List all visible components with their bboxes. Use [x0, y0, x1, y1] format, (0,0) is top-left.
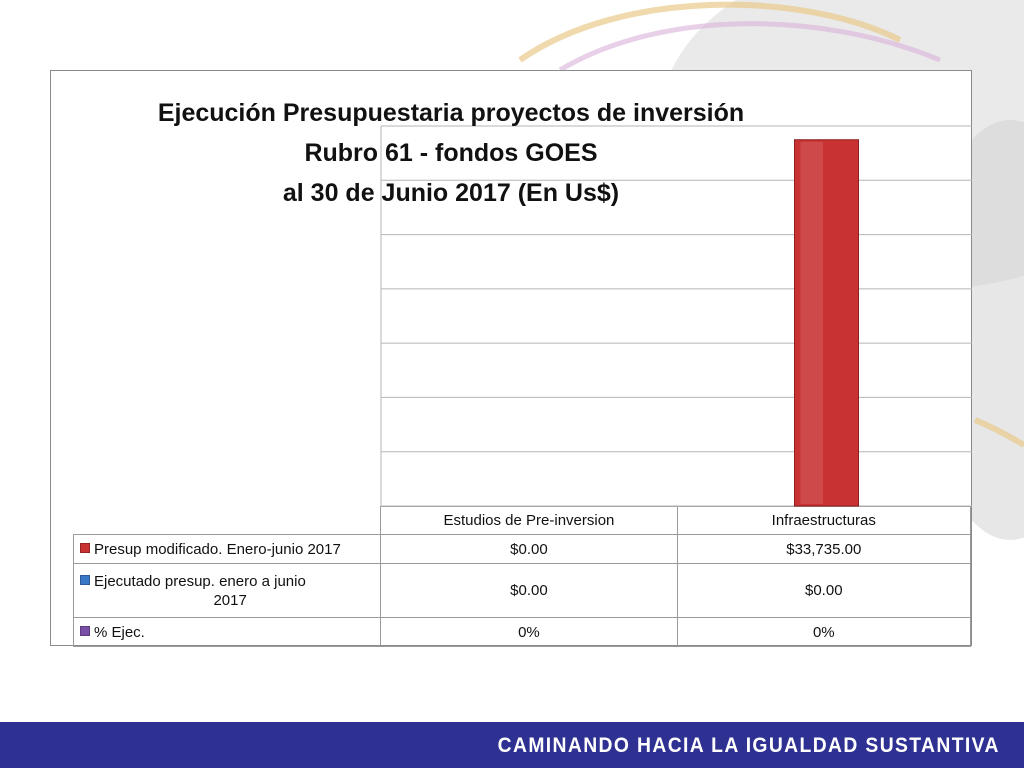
footer-bar: CAMINANDO HACIA LA IGUALDAD SUSTANTIVA	[0, 722, 1024, 768]
row-label: % Ejec.	[72, 617, 382, 647]
legend-swatch-blue	[80, 574, 90, 585]
table-row: % Ejec. 0% 0%	[72, 617, 972, 647]
row-label: Ejecutado presup. enero a junio 2017	[72, 563, 382, 618]
chart-frame: Ejecución Presupuestaria proyectos de in…	[50, 70, 972, 647]
bar-1-0	[794, 139, 859, 507]
table-header-row: Estudios de Pre-inversion Infraestructur…	[74, 506, 972, 535]
category-header: Estudios de Pre-inversion	[380, 506, 678, 535]
row-label: Presup modificado. Enero-junio 2017	[72, 534, 382, 564]
category-header: Infraestructuras	[676, 506, 972, 535]
table-cell: $0.00	[380, 563, 678, 618]
footer-slogan: CAMINANDO HACIA LA IGUALDAD SUSTANTIVA	[497, 734, 1000, 757]
table-cell: $0.00	[380, 534, 678, 564]
table-row: Ejecutado presup. enero a junio 2017 $0.…	[72, 563, 972, 618]
data-table: Estudios de Pre-inversion Infraestructur…	[72, 506, 972, 647]
legend-swatch-red	[80, 542, 90, 553]
table-cell: 0%	[676, 617, 972, 647]
chart-title-line: Ejecución Presupuestaria proyectos de in…	[157, 99, 745, 127]
chart-title: Ejecución Presupuestaria proyectos de in…	[51, 93, 851, 213]
chart-plot	[380, 125, 972, 507]
table-cell: $0.00	[676, 563, 972, 618]
bar-highlight	[800, 141, 823, 504]
legend-swatch-purple	[80, 625, 90, 636]
table-row: Presup modificado. Enero-junio 2017 $0.0…	[72, 534, 972, 564]
table-cell: 0%	[380, 617, 678, 647]
chart-title-line: al 30 de Junio 2017 (En Us$)	[282, 179, 620, 207]
chart-title-line: Rubro 61 - fondos GOES	[304, 139, 598, 167]
